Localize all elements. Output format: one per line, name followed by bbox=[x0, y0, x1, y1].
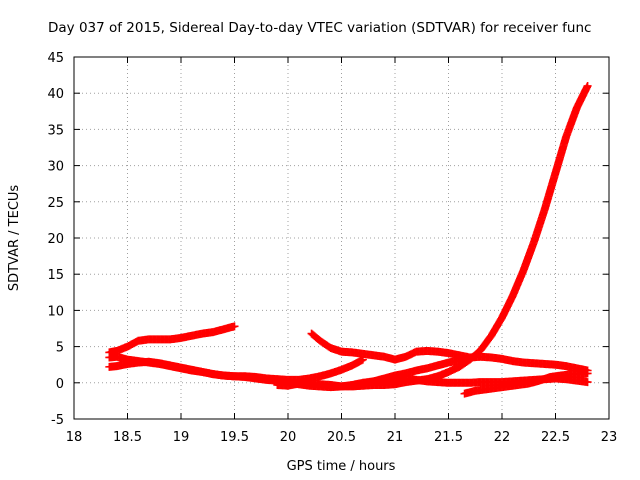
y-tick-label: 0 bbox=[56, 377, 64, 392]
x-tick-label: 23 bbox=[601, 430, 618, 445]
chart-title: Day 037 of 2015, Sidereal Day-to-day VTE… bbox=[48, 20, 591, 36]
y-tick-label: -5 bbox=[51, 413, 64, 428]
data-series bbox=[105, 81, 592, 398]
y-tick-label: 15 bbox=[47, 268, 64, 283]
axis-ticks: 18 18.5 19 19.5 20 20.5 21 21.5 22 22.5 23 -5 0 5 10 15… bbox=[47, 51, 617, 445]
data-point-marker bbox=[583, 369, 592, 378]
data-point-marker bbox=[583, 378, 592, 387]
x-tick-label: 20.5 bbox=[327, 430, 356, 445]
y-tick-label: 30 bbox=[47, 160, 64, 175]
y-tick-label: 45 bbox=[47, 51, 64, 66]
x-tick-label: 19 bbox=[173, 430, 190, 445]
data-point-marker bbox=[465, 354, 474, 363]
data-point-marker bbox=[583, 81, 592, 90]
series-arc-7 bbox=[460, 369, 592, 398]
y-tick-label: 5 bbox=[56, 341, 64, 356]
series-arc-6 bbox=[348, 354, 474, 390]
x-axis-label: GPS time / hours bbox=[287, 459, 396, 474]
x-tick-label: 21.5 bbox=[434, 430, 463, 445]
data-point-marker bbox=[230, 322, 239, 331]
x-tick-label: 18.5 bbox=[113, 430, 142, 445]
y-tick-label: 25 bbox=[47, 196, 64, 211]
x-tick-label: 20 bbox=[280, 430, 297, 445]
series-arc-3 bbox=[105, 355, 367, 384]
y-tick-label: 35 bbox=[47, 123, 64, 138]
x-tick-label: 22.5 bbox=[541, 430, 570, 445]
grid bbox=[74, 57, 609, 419]
x-tick-label: 21 bbox=[387, 430, 404, 445]
x-tick-label: 22 bbox=[494, 430, 511, 445]
series-arc-1 bbox=[105, 322, 239, 357]
y-tick-label: 20 bbox=[47, 232, 64, 247]
y-axis-label: SDTVAR / TECUs bbox=[7, 185, 22, 292]
x-tick-label: 18 bbox=[66, 430, 83, 445]
series-arc-4 bbox=[307, 329, 592, 375]
y-tick-label: 40 bbox=[47, 87, 64, 102]
x-tick-label: 19.5 bbox=[220, 430, 249, 445]
y-tick-label: 10 bbox=[47, 304, 64, 319]
